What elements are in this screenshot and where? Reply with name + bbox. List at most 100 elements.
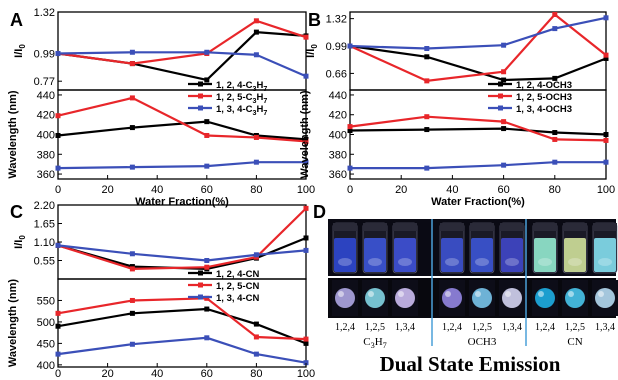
legend-marker [198, 93, 203, 99]
y-tick-label: 400 [329, 130, 347, 142]
y-tick-label: 380 [37, 149, 55, 161]
legend-marker [198, 81, 203, 87]
vial-solution [594, 238, 616, 272]
series-line [57, 120, 307, 141]
y-tick-label: 1.10 [34, 237, 55, 249]
data-point [603, 137, 609, 143]
powder-highlight [568, 291, 574, 297]
data-point [347, 128, 353, 134]
data-point [603, 55, 609, 61]
y-tick-label: 1.32 [34, 7, 55, 19]
subplot-bottom: 360 380 400 420 440 Wavelength (nm) [299, 89, 609, 181]
legend-label: 1, 2, 4-OCH3 [516, 80, 572, 91]
y-tick-label: 0.66 [326, 68, 347, 80]
plot-frame [57, 11, 307, 91]
data-point [55, 51, 61, 57]
data-point [552, 159, 558, 165]
x-tick-label: 0 [347, 184, 353, 196]
vial [332, 222, 358, 274]
series-line [57, 336, 307, 364]
data-point [129, 310, 135, 316]
powder-highlight [598, 291, 604, 297]
powder-highlight [445, 291, 451, 297]
data-point [204, 306, 210, 312]
data-point [204, 295, 210, 301]
x-tick-label: 80 [250, 368, 262, 380]
x-tick-label: 0 [55, 368, 61, 380]
powder-sample [439, 280, 465, 316]
data-point [204, 335, 210, 341]
vial [439, 222, 465, 274]
vial [362, 222, 388, 274]
group-label: C3H7 [363, 336, 387, 350]
sample-label: 1,2,4 [442, 322, 462, 333]
sample-label: 1,2,4 [535, 322, 555, 333]
x-tick-label: 80 [549, 184, 561, 196]
data-point [253, 334, 259, 340]
powder-glow [395, 288, 415, 308]
powder-sample [562, 280, 588, 316]
data-point [129, 125, 135, 131]
data-point [424, 78, 430, 84]
powder-sample [332, 280, 358, 316]
data-point [55, 132, 61, 138]
sample-label: 1,2,5 [365, 322, 385, 333]
y-tick-label: 360 [37, 169, 55, 181]
legend-label: 1, 2, 4-CN [216, 269, 259, 280]
vial-cap [500, 223, 524, 231]
series-line [57, 96, 307, 143]
y-axis-label: I/I0 [13, 44, 27, 58]
vial [392, 222, 418, 274]
x-axis-label: Water Fraction(%) [135, 196, 229, 208]
y-tick-label: 400 [37, 360, 55, 372]
data-point [347, 165, 353, 171]
powder-glow [595, 288, 615, 308]
data-point [204, 132, 210, 138]
y-tick-label: 0.99 [34, 49, 55, 61]
data-point [129, 297, 135, 303]
data-point [424, 54, 430, 60]
legend-marker [198, 270, 203, 276]
vial [592, 222, 618, 274]
y-tick-label: 550 [37, 295, 55, 307]
panel-letter: A [10, 10, 23, 30]
data-point [253, 29, 259, 35]
powder-sample [532, 280, 558, 316]
panel-letter: B [308, 10, 321, 30]
data-point [129, 95, 135, 101]
powder-sample [469, 280, 495, 316]
x-tick-label: 20 [101, 368, 113, 380]
data-point [552, 26, 558, 32]
data-point [501, 162, 507, 168]
caption: Dual State Emission [380, 352, 561, 376]
data-point [501, 119, 507, 125]
legend-marker [198, 282, 203, 288]
legend-label: 1, 3, 4-OCH3 [516, 104, 572, 115]
data-point [129, 164, 135, 170]
panel-letter: C [10, 202, 23, 222]
data-point [204, 258, 210, 263]
group-label: CN [567, 336, 582, 348]
data-point [603, 159, 609, 165]
subplot-top: 0.66 0.99 1.32 I/I0 [305, 11, 609, 91]
y-tick-label: 420 [37, 110, 55, 122]
data-point [501, 42, 507, 48]
panel-A: A0.770.991.32I/I0360380400420440Waveleng… [7, 7, 315, 208]
data-point [204, 264, 210, 270]
powder-highlight [505, 291, 511, 297]
sample-label: 1,2,5 [565, 322, 585, 333]
data-point [424, 127, 430, 133]
vial-cap [440, 223, 464, 231]
data-point [303, 138, 309, 144]
data-point [552, 136, 558, 142]
legend-label: 1, 3, 4-C3H7 [216, 104, 267, 117]
y-tick-label: 420 [329, 110, 347, 122]
y-tick-label: 0.99 [326, 41, 347, 53]
y-tick-label: 2.20 [34, 200, 55, 212]
data-point [501, 126, 507, 132]
data-point [55, 165, 61, 171]
x-tick-label: 80 [250, 184, 262, 196]
data-point [55, 310, 61, 316]
powder-highlight [338, 291, 344, 297]
data-point [253, 351, 259, 357]
